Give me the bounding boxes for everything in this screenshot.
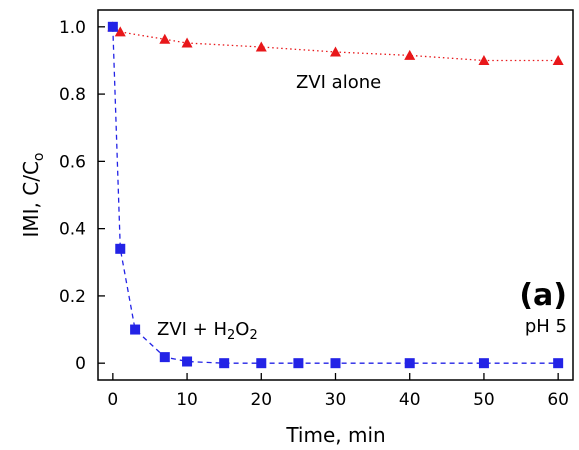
series-0-point-5 bbox=[330, 46, 341, 57]
series-0-point-2 bbox=[159, 33, 171, 44]
x-tick-label-5: 50 bbox=[473, 390, 495, 410]
series-1-line bbox=[112, 26, 559, 364]
y-tick-label-2: 0.4 bbox=[59, 220, 86, 240]
y-tick-label-4: 0.8 bbox=[59, 85, 86, 105]
x-tick-label-1: 10 bbox=[176, 390, 198, 410]
series-0-point-7 bbox=[478, 54, 490, 65]
series-1-point-4 bbox=[182, 356, 193, 367]
series-1-point-6 bbox=[256, 358, 267, 369]
series-1-point-5 bbox=[219, 358, 230, 369]
x-tick-label-6: 60 bbox=[547, 390, 569, 410]
series-1-point-11 bbox=[553, 358, 564, 369]
series-1-point-7 bbox=[293, 358, 304, 369]
x-tick-label-2: 20 bbox=[250, 390, 272, 410]
x-axis-title: Time, min bbox=[285, 423, 385, 447]
panel-label: (a) bbox=[519, 278, 567, 313]
annotation-zvi-h2o2-sub1: 2 bbox=[227, 328, 235, 343]
series-0-point-8 bbox=[552, 54, 564, 65]
ph-label: pH 5 bbox=[525, 316, 567, 337]
annotation-zvi-h2o2-prefix: ZVI + H bbox=[157, 319, 227, 340]
y-tick-label-5: 1.0 bbox=[59, 18, 86, 38]
x-tick-label-3: 30 bbox=[325, 390, 347, 410]
x-tick-label-0: 0 bbox=[107, 390, 118, 410]
ticks: 0 10 20 30 40 50 60 0 0.2 0.4 0.6 0.8 1.0 bbox=[59, 18, 569, 410]
series-0-point-4 bbox=[255, 41, 267, 52]
annotation-zvi-h2o2: ZVI + H2O2 bbox=[157, 319, 258, 343]
x-tick-label-4: 40 bbox=[399, 390, 421, 410]
series-0-point-1 bbox=[114, 26, 126, 37]
annotation-zvi-h2o2-mid: O bbox=[235, 319, 249, 340]
series-1-point-2 bbox=[130, 324, 141, 335]
series-1-point-9 bbox=[404, 358, 415, 369]
series-0-point-6 bbox=[404, 49, 416, 60]
series-1-point-1 bbox=[115, 243, 126, 254]
series-1-point-3 bbox=[159, 352, 170, 363]
annotation-zvi-h2o2-sub2: 2 bbox=[249, 328, 257, 343]
y-axis-title-sub: o bbox=[31, 152, 47, 161]
series-1-point-10 bbox=[478, 358, 489, 369]
y-tick-label-1: 0.2 bbox=[59, 287, 86, 307]
y-axis-title: IMI, C/Co bbox=[19, 152, 47, 237]
series-1-point-0 bbox=[107, 21, 118, 32]
y-tick-label-0: 0 bbox=[75, 354, 86, 374]
series-layer bbox=[107, 21, 564, 369]
y-tick-label-3: 0.6 bbox=[59, 152, 86, 172]
series-0-point-3 bbox=[181, 37, 193, 48]
annotation-zvi-alone: ZVI alone bbox=[296, 72, 381, 93]
y-axis-title-main: IMI, C/C bbox=[19, 161, 43, 237]
series-1-point-8 bbox=[330, 358, 341, 369]
